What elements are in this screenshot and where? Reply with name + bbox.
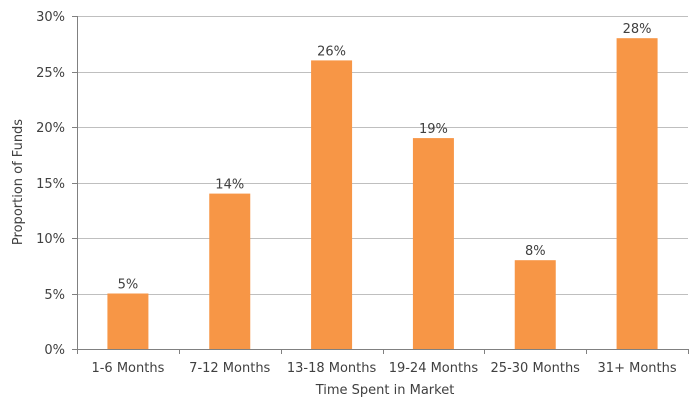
- bar: [311, 60, 353, 350]
- axes-group: [72, 16, 689, 354]
- bar: [412, 138, 454, 349]
- data-label: 19%: [419, 122, 448, 137]
- data-label: 5%: [118, 278, 139, 293]
- y-tick-label: 25%: [36, 66, 65, 81]
- bars-group: [107, 38, 658, 350]
- y-tick-label: 0%: [44, 343, 65, 358]
- labels-group: 0% 5% 10% 15% 20% 25% 30% 5% 1-6 Months 14% 7-12 M…: [36, 10, 677, 376]
- x-tick-label: 31+ Months: [598, 361, 677, 376]
- data-label: 26%: [317, 44, 346, 59]
- bar: [514, 260, 556, 349]
- data-label: 28%: [623, 22, 652, 37]
- x-tick-label: 19-24 Months: [389, 361, 479, 376]
- x-axis-title: Time Spent in Market: [315, 383, 455, 398]
- bar: [616, 38, 658, 349]
- y-tick-label: 30%: [36, 10, 65, 25]
- data-label: 14%: [215, 178, 244, 193]
- y-axis-title: Proportion of Funds: [11, 119, 26, 245]
- bar: [107, 293, 149, 349]
- gridlines: [77, 16, 688, 295]
- x-tick-label: 7-12 Months: [189, 361, 270, 376]
- bar: [209, 193, 251, 349]
- y-tick-label: 20%: [36, 121, 65, 136]
- x-tick-label: 25-30 Months: [491, 361, 581, 376]
- data-label: 8%: [525, 244, 546, 259]
- y-tick-label: 5%: [44, 288, 65, 303]
- x-tick-label: 1-6 Months: [91, 361, 164, 376]
- y-tick-label: 15%: [36, 177, 65, 192]
- x-tick-label: 13-18 Months: [287, 361, 377, 376]
- y-tick-label: 10%: [36, 232, 65, 247]
